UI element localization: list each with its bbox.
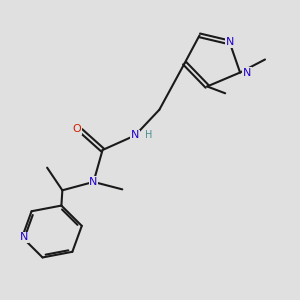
Text: H: H (145, 130, 152, 140)
Text: O: O (72, 124, 81, 134)
Text: N: N (131, 130, 139, 140)
Text: N: N (20, 232, 28, 242)
Text: N: N (89, 177, 98, 187)
Text: N: N (226, 38, 234, 47)
Text: N: N (243, 68, 251, 77)
